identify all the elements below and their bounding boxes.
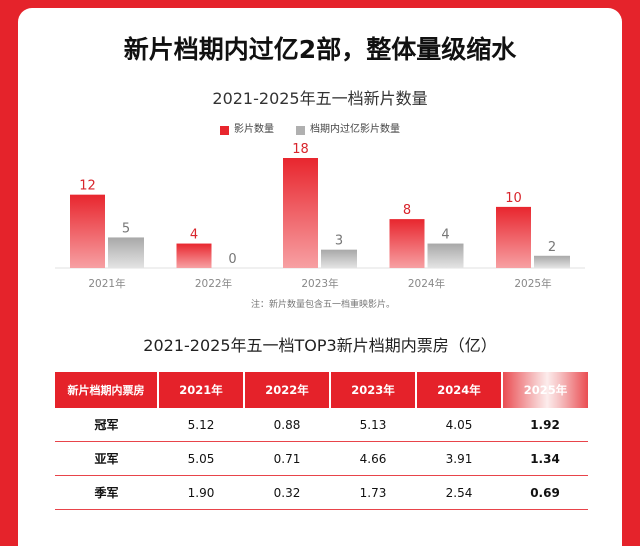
table-cell: 4.66 bbox=[330, 441, 416, 476]
x-tick-label-2: 2023年 bbox=[301, 277, 338, 290]
table-cell: 5.13 bbox=[330, 408, 416, 442]
table-cell: 1.92 bbox=[502, 408, 588, 442]
table-cell: 4.05 bbox=[416, 408, 502, 442]
bar-film-count-4 bbox=[496, 206, 531, 268]
row-label: 季军 bbox=[55, 475, 158, 510]
value-label-over-100m-4: 2 bbox=[548, 240, 556, 255]
legend-swatch-red bbox=[220, 125, 229, 135]
column-header: 2022年 bbox=[243, 372, 330, 408]
column-header: 2025年 bbox=[501, 372, 588, 408]
bar-film-count-3 bbox=[389, 219, 425, 268]
table-row: 亚军 5.05 0.71 4.66 3.91 1.34 bbox=[55, 441, 588, 476]
bar-over-100m-4 bbox=[534, 255, 570, 268]
legend-label: 影片数量 bbox=[234, 124, 274, 135]
bar-film-count-0 bbox=[70, 194, 105, 268]
table-cell: 5.12 bbox=[158, 408, 244, 442]
value-label-over-100m-1: 0 bbox=[228, 252, 236, 267]
legend-label: 档期内过亿影片数量 bbox=[310, 124, 400, 135]
column-header: 2023年 bbox=[329, 372, 416, 408]
value-label-over-100m-3: 4 bbox=[441, 228, 449, 243]
table-row: 冠军 5.12 0.88 5.13 4.05 1.92 bbox=[55, 408, 588, 442]
x-tick-label-1: 2022年 bbox=[195, 277, 232, 290]
x-tick-label-0: 2021年 bbox=[88, 277, 125, 290]
value-label-film-count-1: 4 bbox=[190, 228, 198, 243]
table-header-row: 新片档期内票房 2021年 2022年 2023年 2024年 2025年 bbox=[55, 372, 588, 408]
value-label-film-count-3: 8 bbox=[403, 203, 411, 218]
value-label-over-100m-2: 3 bbox=[335, 234, 343, 249]
box-office-table: 新片档期内票房 2021年 2022年 2023年 2024年 2025年 冠军… bbox=[55, 372, 588, 510]
row-label: 冠军 bbox=[55, 408, 158, 442]
column-header: 新片档期内票房 bbox=[55, 372, 158, 408]
table-cell: 0.88 bbox=[244, 408, 330, 442]
bar-chart-title: 2021-2025年五一档新片数量 bbox=[212, 89, 428, 108]
bar-over-100m-0 bbox=[108, 237, 144, 268]
legend-item-over-100m: 档期内过亿影片数量 bbox=[296, 123, 400, 137]
row-label: 亚军 bbox=[55, 441, 158, 476]
bar-over-100m-3 bbox=[427, 243, 464, 268]
bar-film-count-2 bbox=[283, 158, 318, 268]
table-cell: 1.34 bbox=[502, 441, 588, 476]
chart-note: 注：新片数量包含五一档重映影片。 bbox=[250, 300, 395, 310]
bar-film-count-1 bbox=[176, 243, 212, 268]
column-header: 2021年 bbox=[157, 372, 244, 408]
column-header: 2024年 bbox=[415, 372, 502, 408]
table-title: 2021-2025年五一档TOP3新片档期内票房（亿） bbox=[143, 336, 497, 355]
table-cell: 0.69 bbox=[502, 475, 588, 510]
legend-swatch-gray bbox=[296, 125, 305, 135]
table-row: 季军 1.90 0.32 1.73 2.54 0.69 bbox=[55, 475, 588, 510]
bar-chart: 12 5 2021年 4 0 2022年 18 3 2023年 8 4 2024年 10 2 2025年 bbox=[55, 142, 585, 290]
table-cell: 0.71 bbox=[244, 441, 330, 476]
table-cell: 0.32 bbox=[244, 475, 330, 510]
bar-over-100m-2 bbox=[321, 249, 357, 268]
value-label-over-100m-0: 5 bbox=[122, 221, 130, 236]
legend-item-films: 影片数量 bbox=[220, 123, 274, 137]
table-cell: 3.91 bbox=[416, 441, 502, 476]
x-tick-label-4: 2025年 bbox=[514, 277, 551, 290]
table-cell: 5.05 bbox=[158, 441, 244, 476]
table-cell: 1.90 bbox=[158, 475, 244, 510]
x-tick-label-3: 2024年 bbox=[408, 277, 445, 290]
table-cell: 2.54 bbox=[416, 475, 502, 510]
value-label-film-count-4: 10 bbox=[505, 191, 522, 206]
chart-legend: 影片数量 档期内过亿影片数量 bbox=[0, 123, 620, 137]
value-label-film-count-2: 18 bbox=[292, 142, 309, 157]
page-title: 新片档期内过亿2部，整体量级缩水 bbox=[123, 35, 517, 64]
value-label-film-count-0: 12 bbox=[79, 179, 96, 194]
table-cell: 1.73 bbox=[330, 475, 416, 510]
